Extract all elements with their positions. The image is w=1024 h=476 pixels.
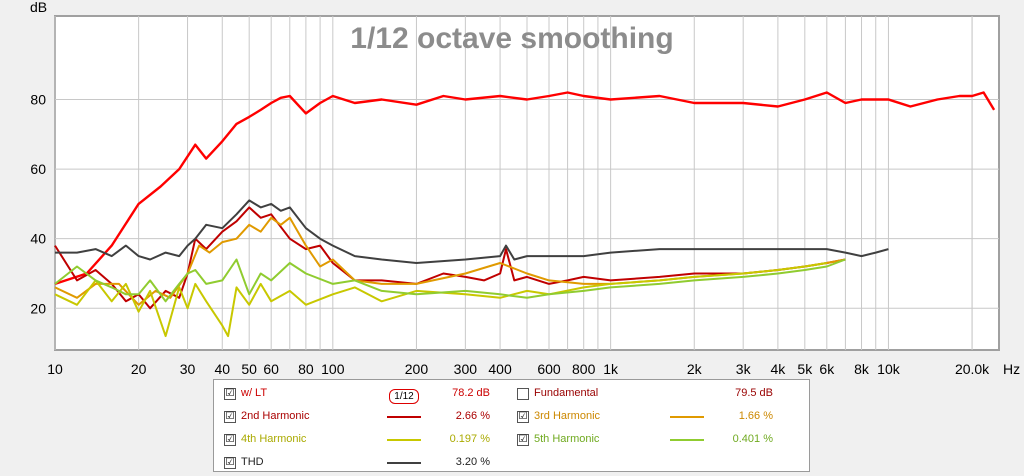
smoothing-badge[interactable]: 1/12	[389, 389, 419, 404]
x-tick-label: 100	[321, 361, 345, 377]
y-tick-label: 20	[30, 300, 46, 316]
h3-value: 1.66 %	[738, 410, 773, 422]
legend-row-5th-harmonic: ☑ 5th Harmonic 0.401 %	[517, 432, 797, 448]
legend-row-3rd-harmonic: ☑ 3rd Harmonic 1.66 %	[517, 409, 797, 425]
x-tick-label: 200	[405, 361, 429, 377]
x-tick-label: 2k	[687, 361, 703, 377]
x-tick-label: 800	[572, 361, 596, 377]
h5-swatch	[670, 439, 704, 441]
h4-checkbox[interactable]: ☑	[224, 434, 236, 446]
thd-swatch	[387, 462, 421, 464]
thd-checkbox[interactable]: ☑	[224, 457, 236, 469]
x-tick-label: 60	[263, 361, 279, 377]
w-lt-checkbox[interactable]: ☑	[224, 388, 236, 400]
x-axis-unit-label: Hz	[1003, 361, 1020, 377]
h3-label: 3rd Harmonic	[534, 410, 601, 422]
w-lt-label: w/ LT	[241, 387, 268, 399]
fundamental-checkbox[interactable]	[517, 388, 529, 400]
series-line-5th-harmonic	[54, 258, 846, 303]
x-tick-label: 40	[214, 361, 230, 377]
legend-row-2nd-harmonic: ☑ 2nd Harmonic 2.66 %	[224, 409, 504, 425]
thd-label: THD	[241, 456, 264, 468]
fundamental-value: 79.5 dB	[735, 387, 773, 399]
x-tick-label: 50	[241, 361, 257, 377]
h5-value: 0.401 %	[732, 433, 773, 445]
x-tick-label: 3k	[736, 361, 752, 377]
legend-row-fundamental: Fundamental 79.5 dB	[517, 386, 797, 402]
x-tick-label: 6k	[819, 361, 835, 377]
x-tick-label: 8k	[854, 361, 870, 377]
h2-swatch	[387, 416, 421, 418]
x-tick-label: 400	[488, 361, 512, 377]
h5-checkbox[interactable]: ☑	[517, 434, 529, 446]
legend-row-4th-harmonic: ☑ 4th Harmonic 0.197 %	[224, 432, 504, 448]
thd-value: 3.20 %	[455, 456, 490, 468]
legend-row-thd: ☑ THD 3.20 %	[224, 455, 504, 471]
y-tick-label: 60	[30, 161, 46, 177]
h4-value: 0.197 %	[449, 433, 490, 445]
fundamental-label: Fundamental	[534, 387, 599, 399]
x-tick-label: 5k	[797, 361, 813, 377]
h4-swatch	[387, 439, 421, 441]
x-tick-labels: 10 20 30 40 50 60 80 100 200 300 400 600 800 1k 2k 3k 4k…	[47, 361, 990, 377]
series-line-thd	[55, 199, 889, 264]
y-tick-labels: 20 40 60 80	[30, 92, 46, 317]
legend-panel: ☑ w/ LT 1/12 78.2 dB Fundamental 79.5 dB…	[213, 379, 810, 472]
frequency-response-chart: 1/12 octave smoothing 10 20 30 40 50 60 80 100 2…	[30, 0, 1020, 377]
chart-title: 1/12 octave smoothing	[350, 22, 673, 55]
h5-label: 5th Harmonic	[534, 433, 600, 445]
h3-checkbox[interactable]: ☑	[517, 411, 529, 423]
x-tick-label: 20	[131, 361, 147, 377]
x-tick-label: 300	[454, 361, 478, 377]
h3-swatch	[670, 416, 704, 418]
h2-label: 2nd Harmonic	[241, 410, 310, 422]
series-line-4th-harmonic	[54, 262, 827, 338]
x-tick-label: 80	[298, 361, 314, 377]
h2-checkbox[interactable]: ☑	[224, 411, 236, 423]
legend-row-w-lt: ☑ w/ LT 1/12 78.2 dB	[224, 386, 504, 404]
x-tick-label: 30	[180, 361, 196, 377]
series-line-w-lt	[54, 91, 996, 286]
x-tick-label: 20.0k	[955, 361, 990, 377]
x-tick-label: 10k	[877, 361, 901, 377]
y-tick-label: 40	[30, 231, 46, 247]
x-tick-label: 10	[47, 361, 63, 377]
w-lt-value: 78.2 dB	[452, 387, 490, 399]
x-tick-label: 4k	[770, 361, 786, 377]
series-lines	[54, 91, 996, 338]
y-axis-unit-label: dB	[30, 0, 47, 15]
h2-value: 2.66 %	[455, 410, 490, 422]
y-tick-label: 80	[30, 92, 46, 108]
h4-label: 4th Harmonic	[241, 433, 307, 445]
x-tick-label: 600	[537, 361, 561, 377]
x-tick-label: 1k	[603, 361, 619, 377]
